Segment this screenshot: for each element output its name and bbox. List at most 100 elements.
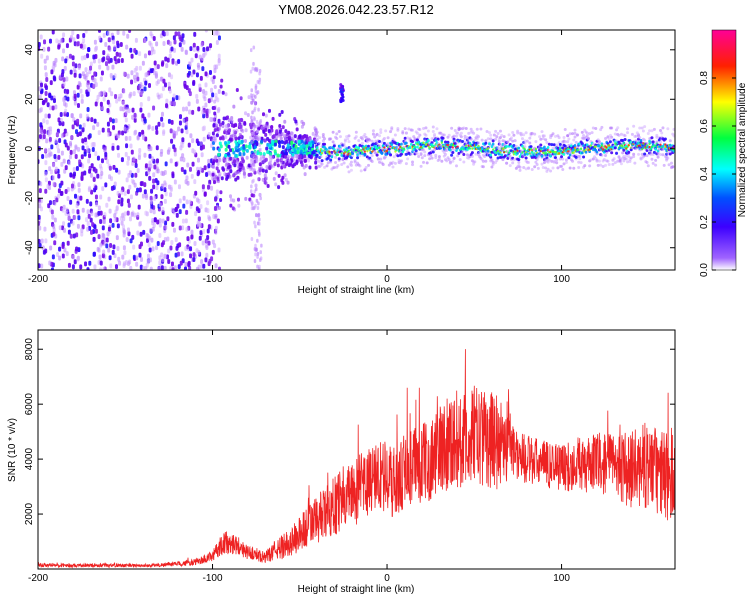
spectrogram-cell [326,161,330,165]
spectrogram-cell [111,35,115,41]
spectrogram-cell [368,138,372,142]
spectrogram-cell [94,228,98,234]
spectrogram-cell [489,153,493,157]
spectrogram-cell [216,161,220,166]
spectrogram-cell [147,124,151,130]
spectrogram-cell [268,166,272,171]
spectrogram-cell [308,165,312,170]
spectrogram-cell [44,153,48,159]
spectrogram-cell [72,254,76,260]
spectrogram-cell [185,226,189,232]
spectrogram-cell [489,137,493,141]
spectrogram-cell [72,233,76,239]
spectrogram-cell [196,157,200,163]
spectrogram-cell [100,170,104,176]
spectrogram-cell [58,246,62,252]
spectrogram-cell [281,145,285,150]
spectrogram-cell [50,209,54,215]
spectrogram-cell [204,257,208,263]
spectrogram-cell [212,75,216,80]
spectrogram-cell [50,144,54,150]
spectrogram-cell [56,143,60,149]
spectrogram-cell [379,130,383,134]
spectrogram-cell [128,259,132,265]
spectrogram-cell [621,144,624,148]
spectrogram-cell [370,139,374,143]
spectrogram-cell [277,133,281,138]
spectrogram-cell [285,139,289,144]
spectrogram-cell [517,146,521,150]
spectrogram-cell [555,158,559,162]
spectrogram-cell [434,156,438,160]
spectrogram-cell [375,132,379,136]
spectrogram-cell [654,158,658,162]
spectrogram-cell [262,112,266,117]
spectrogram-cell [109,242,113,248]
spectrogram-cell [108,174,112,180]
spectrogram-cell [214,229,218,235]
spectrogram-cell [164,224,168,230]
spectrogram-cell [183,169,187,175]
spectrogram-cell [253,124,257,129]
spectrogram-cell [170,261,174,267]
spectrogram-cell [296,150,300,155]
spectrogram-cell [214,263,218,269]
spectrogram-cell [147,112,151,118]
spectrogram-cell [102,50,106,56]
spectrogram-cell [163,169,167,175]
spectrogram-cell [611,141,615,145]
spectrogram-cell [239,96,243,101]
spectrogram-cell [44,113,48,119]
spectrogram-cell [568,132,572,136]
spectrogram-cell [188,199,192,205]
spectrogram-cell [167,258,171,264]
spectrogram-cell [129,47,133,53]
spectrogram-cell [117,199,121,205]
spectrogram-cell [193,240,197,246]
spectrogram-cell [91,221,95,227]
spectrogram-cell [588,164,592,168]
spectrogram-cell [99,260,103,266]
spectrogram-cell [48,105,52,111]
spectrogram-cell [122,245,126,251]
spectrogram-cell [507,133,511,137]
spectrogram-cell [604,136,608,140]
spectrogram-cell [217,205,221,210]
spectrogram-cell [69,141,73,147]
spectrogram-cell [384,129,388,133]
spectrogram-cell [420,156,424,160]
spectrogram-cell [221,121,225,126]
spectrogram-cell [202,229,206,235]
spectrogram-cell [223,171,227,176]
spectrogram-cell [264,127,268,132]
spectrogram-cell [69,135,73,141]
spectrogram-cell [201,66,205,72]
spectrogram-cell [523,152,527,156]
spectrogram-cell [433,148,437,152]
spectrogram-cell [408,136,412,140]
spectrogram-cell [388,150,391,154]
spectrogram-cell [632,155,636,159]
spectrogram-cell [227,151,231,156]
spectrogram-cell [258,192,262,197]
spectrogram-cell [110,74,114,80]
spectrogram-cell [250,193,254,198]
spectrogram-cell [252,61,255,66]
spectrogram-cell [448,161,452,165]
spectrogram-cell [600,153,604,157]
spectrogram-cell [271,116,275,121]
spectrogram-cell [44,177,48,183]
spectrogram-cell [81,138,85,144]
spectrogram-cell [141,60,145,66]
spectrogram-cell [212,146,216,151]
spectrogram-cell [215,39,219,45]
spectrogram-cell [136,187,140,193]
spectrogram-cell [196,62,200,68]
spectrogram-cell [83,170,87,176]
spectrogram-cell [100,105,104,111]
spectrogram-cell [431,125,435,129]
spectrogram-cell [69,172,73,178]
spectrogram-cell [173,39,177,45]
spectrogram-cell [84,261,88,267]
spectrogram-cell [104,61,108,67]
